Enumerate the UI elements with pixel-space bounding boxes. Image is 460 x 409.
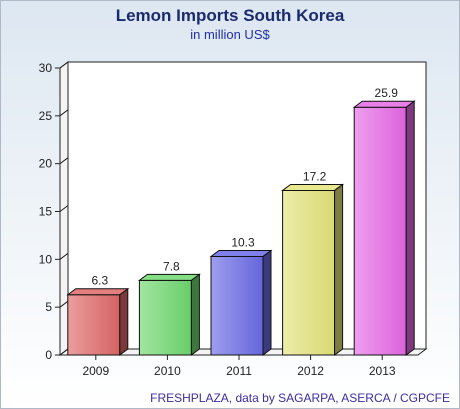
y-tick-depth bbox=[59, 300, 69, 308]
labels: 0 5 10 15 20 25 30 6.3 2009 7.8 2010 10.3 2011 17.2 20… bbox=[39, 61, 399, 378]
bar-value-label: 10.3 bbox=[231, 235, 255, 249]
bar bbox=[66, 287, 130, 356]
y-tick-depth bbox=[59, 205, 69, 212]
y-tick-label: 20 bbox=[39, 157, 53, 171]
bar-side bbox=[119, 287, 129, 356]
y-tick-depth bbox=[59, 61, 69, 69]
bar-value-label: 7.8 bbox=[163, 259, 180, 273]
y-tick-label: 15 bbox=[39, 205, 53, 219]
bar-front bbox=[67, 294, 121, 356]
bar-side bbox=[190, 273, 200, 356]
bar bbox=[281, 183, 345, 356]
chart-source: FRESHPLAZA, data by SAGARPA, ASERCA / CG… bbox=[150, 391, 450, 405]
y-tick-label: 25 bbox=[39, 109, 53, 123]
bar-top bbox=[352, 100, 416, 108]
y-tick-depth bbox=[59, 109, 69, 117]
bar-front bbox=[353, 106, 407, 356]
x-tick-label: 2009 bbox=[82, 364, 109, 378]
chart-subtitle: in million US$ bbox=[190, 27, 270, 42]
y-tick-label: 5 bbox=[45, 300, 52, 314]
y-tick-depth bbox=[59, 252, 69, 260]
bar-front bbox=[282, 189, 336, 356]
bars bbox=[66, 100, 416, 356]
y-tick-label: 10 bbox=[39, 252, 53, 266]
bar bbox=[137, 273, 201, 356]
x-tick-label: 2011 bbox=[226, 364, 252, 378]
y-tick-label: 30 bbox=[39, 61, 53, 75]
bar-value-label: 25.9 bbox=[375, 86, 399, 100]
bar-top bbox=[137, 273, 201, 281]
y-tick-depth bbox=[59, 157, 69, 165]
bar-top bbox=[209, 249, 273, 257]
bar-side bbox=[405, 100, 415, 356]
x-tick-label: 2010 bbox=[154, 364, 181, 378]
bar-front bbox=[210, 255, 264, 356]
bar-top bbox=[281, 183, 345, 191]
chart-title: Lemon Imports South Korea bbox=[115, 6, 345, 25]
y-tick-label: 0 bbox=[45, 348, 52, 362]
y-tick-depth bbox=[59, 348, 69, 356]
bar-value-label: 6.3 bbox=[91, 274, 108, 288]
bar bbox=[209, 249, 273, 356]
bar-top bbox=[66, 288, 130, 296]
bar-side bbox=[262, 249, 272, 356]
bar-side bbox=[334, 183, 344, 356]
bar-value-label: 17.2 bbox=[303, 169, 327, 183]
bar-front bbox=[138, 279, 192, 356]
bar bbox=[352, 100, 416, 356]
x-tick-label: 2013 bbox=[369, 364, 396, 378]
x-tick-label: 2012 bbox=[297, 364, 324, 378]
